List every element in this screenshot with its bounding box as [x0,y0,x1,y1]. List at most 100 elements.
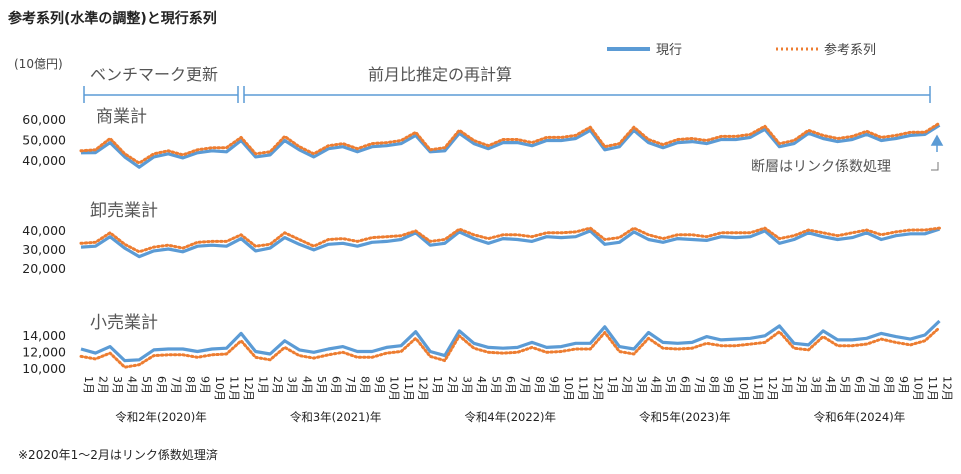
x-tick-label: 8月 [358,376,371,394]
x-tick-label: 5月 [839,376,852,394]
x-tick-label: 2月 [97,376,110,394]
x-tick-label: 4月 [649,376,662,394]
y-tick-label: 40,000 [22,223,66,238]
x-tick-label: 4月 [126,376,139,394]
y-tick-label: 12,000 [22,345,66,360]
panel-label: 卸売業計 [90,201,158,221]
x-tick-label: 11月 [402,376,415,401]
series-line-current [80,319,941,363]
x-tick-label: 7月 [344,376,357,394]
x-tick-label: 9月 [198,376,211,394]
x-tick-label: 6月 [679,376,692,394]
x-tick-label: 2月 [620,376,633,394]
recalc-bracket-line [243,86,931,103]
x-tick-label: 8月 [533,376,546,394]
recalc-bracket: 前月比推定の再計算 [243,65,931,103]
x-year-label: 令和2年(2020)年 [115,410,207,424]
x-tick-label: 3月 [810,376,823,394]
x-tick-label: 7月 [519,376,532,394]
x-tick-label: 1月 [780,376,793,394]
y-tick-label: 40,000 [22,153,66,168]
x-tick-label: 3月 [635,376,648,394]
x-tick-label: 9月 [897,376,910,394]
x-tick-label: 11月 [228,376,241,401]
x-tick-label: 5月 [140,376,153,394]
x-tick-label: 4月 [300,376,313,394]
panels: 商業計 40,000 50,000 60,000 卸売業計 20,000 30,000 40,… [22,107,941,376]
x-tick-label: 12月 [591,376,604,401]
x-tick-label: 11月 [926,376,939,401]
x-tick-label: 2月 [446,376,459,394]
legend-current-label: 現行 [656,43,682,58]
x-tick-label: 1月 [82,376,95,394]
x-tick-label: 2月 [271,376,284,394]
y-tick-label: 30,000 [22,242,66,257]
x-axis: 1月 2月 3月 4月 5月 6月 7月 8月 9月 10月 11月 12月 1月 2月 3月 4月 5月 6月 7… [82,376,953,424]
panel-label: 商業計 [96,107,147,127]
footnote: ※2020年1～2月はリンク係数処理済 [18,448,218,462]
x-tick-label: 9月 [373,376,386,394]
x-tick-label: 4月 [824,376,837,394]
benchmark-bracket-line [83,86,239,103]
x-tick-label: 1月 [606,376,619,394]
x-tick-label: 5月 [489,376,502,394]
x-year-label: 令和6年(2024)年 [814,410,906,424]
x-tick-label: 10月 [562,376,575,401]
x-tick-label: 9月 [722,376,735,394]
panel-1: 商業計 40,000 50,000 60,000 [22,107,941,169]
x-tick-label: 8月 [184,376,197,394]
x-tick-label: 3月 [286,376,299,394]
y-tick-label: 20,000 [22,261,66,276]
x-year-label: 令和4年(2022)年 [464,410,556,424]
x-tick-label: 6月 [155,376,168,394]
unit-label: (10億円) [14,57,63,71]
benchmark-bracket: ベンチマーク更新 [83,65,239,103]
panel-label: 小売業計 [90,313,158,333]
x-tick-label: 10月 [213,376,226,401]
panel-2: 卸売業計 20,000 30,000 40,000 [22,201,941,276]
series-line-current [80,123,941,169]
series-line-reference [79,226,941,254]
x-tick-label: 1月 [257,376,270,394]
legend: 現行 参考系列 [607,42,876,58]
series-line-reference [79,121,941,165]
recalc-label: 前月比推定の再計算 [368,65,512,84]
benchmark-label: ベンチマーク更新 [90,65,218,84]
x-tick-label: 6月 [504,376,517,394]
x-tick-label: 7月 [868,376,881,394]
x-tick-label: 2月 [795,376,808,394]
x-tick-label: 8月 [882,376,895,394]
x-tick-label: 3月 [111,376,124,394]
series-line-current [80,227,940,259]
x-year-label: 令和3年(2021)年 [290,410,382,424]
break-annotation: 断層はリンク係数処理 [751,134,944,175]
x-tick-label: 5月 [664,376,677,394]
x-tick-label: 3月 [460,376,473,394]
y-tick-label: 50,000 [22,133,66,148]
x-tick-label: 10月 [388,376,401,401]
x-year-label: 令和5年(2023)年 [639,410,731,424]
series-line-reference [79,326,941,369]
x-tick-label: 11月 [751,376,764,401]
chart-title: 参考系列(水準の調整)と現行系列 [8,11,217,27]
x-tick-label: 12月 [242,376,255,401]
y-tick-label: 10,000 [22,361,66,376]
x-tick-label: 4月 [475,376,488,394]
x-tick-label: 6月 [853,376,866,394]
legend-reference-label: 参考系列 [824,42,876,58]
x-tick-label: 12月 [766,376,779,401]
annotation-text: 断層はリンク係数処理 [751,159,891,175]
x-tick-label: 5月 [315,376,328,394]
x-tick-label: 11月 [577,376,590,401]
annotation-arrow [930,134,944,152]
x-tick-label: 1月 [431,376,444,394]
x-tick-label: 12月 [940,376,953,401]
y-tick-label: 14,000 [22,328,66,343]
x-tick-label: 7月 [693,376,706,394]
annotation-tick [931,162,939,171]
y-tick-label: 60,000 [22,112,66,127]
x-tick-label: 9月 [548,376,561,394]
x-tick-label: 6月 [329,376,342,394]
